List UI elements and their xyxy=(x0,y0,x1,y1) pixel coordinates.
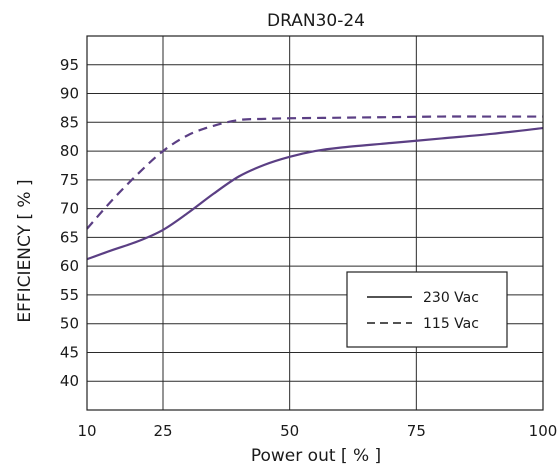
x-tick-label: 25 xyxy=(153,422,172,440)
y-axis-label: EFFICIENCY [ % ] xyxy=(15,179,35,322)
y-tick-label: 95 xyxy=(60,56,79,74)
y-tick-label: 90 xyxy=(60,85,79,103)
series-line-solid xyxy=(86,126,544,261)
y-tick-label: 40 xyxy=(60,372,79,390)
y-tick-label: 85 xyxy=(60,113,79,131)
y-tick-label: 55 xyxy=(60,286,79,304)
legend-box xyxy=(346,271,508,348)
y-tick-label: 70 xyxy=(60,200,79,218)
y-tick-label: 60 xyxy=(60,257,79,275)
x-tick-label: 75 xyxy=(407,422,426,440)
y-tick-label: 65 xyxy=(60,228,79,246)
x-axis-label: Power out [ % ] xyxy=(251,446,381,465)
x-tick-label: 100 xyxy=(529,422,558,440)
x-tick-labels: 10 25 50 75 100 xyxy=(77,422,557,440)
x-tick-label: 50 xyxy=(280,422,299,440)
legend-label: 230 Vac xyxy=(423,290,479,306)
x-tick-label: 10 xyxy=(77,422,96,440)
series-line-dashed xyxy=(86,115,543,230)
series-lines xyxy=(86,115,544,261)
plot-frame xyxy=(86,35,544,411)
grid xyxy=(86,36,544,410)
y-tick-label: 45 xyxy=(60,343,79,361)
y-tick-label: 80 xyxy=(60,142,79,160)
y-tick-labels: 40 45 50 55 60 65 70 75 80 85 90 95 xyxy=(60,56,79,390)
chart-title: DRAN30-24 xyxy=(267,11,365,31)
legend: 230 Vac 115 Vac xyxy=(346,271,508,348)
y-tick-label: 50 xyxy=(60,315,79,333)
legend-label: 115 Vac xyxy=(423,316,479,332)
y-tick-label: 75 xyxy=(60,171,79,189)
